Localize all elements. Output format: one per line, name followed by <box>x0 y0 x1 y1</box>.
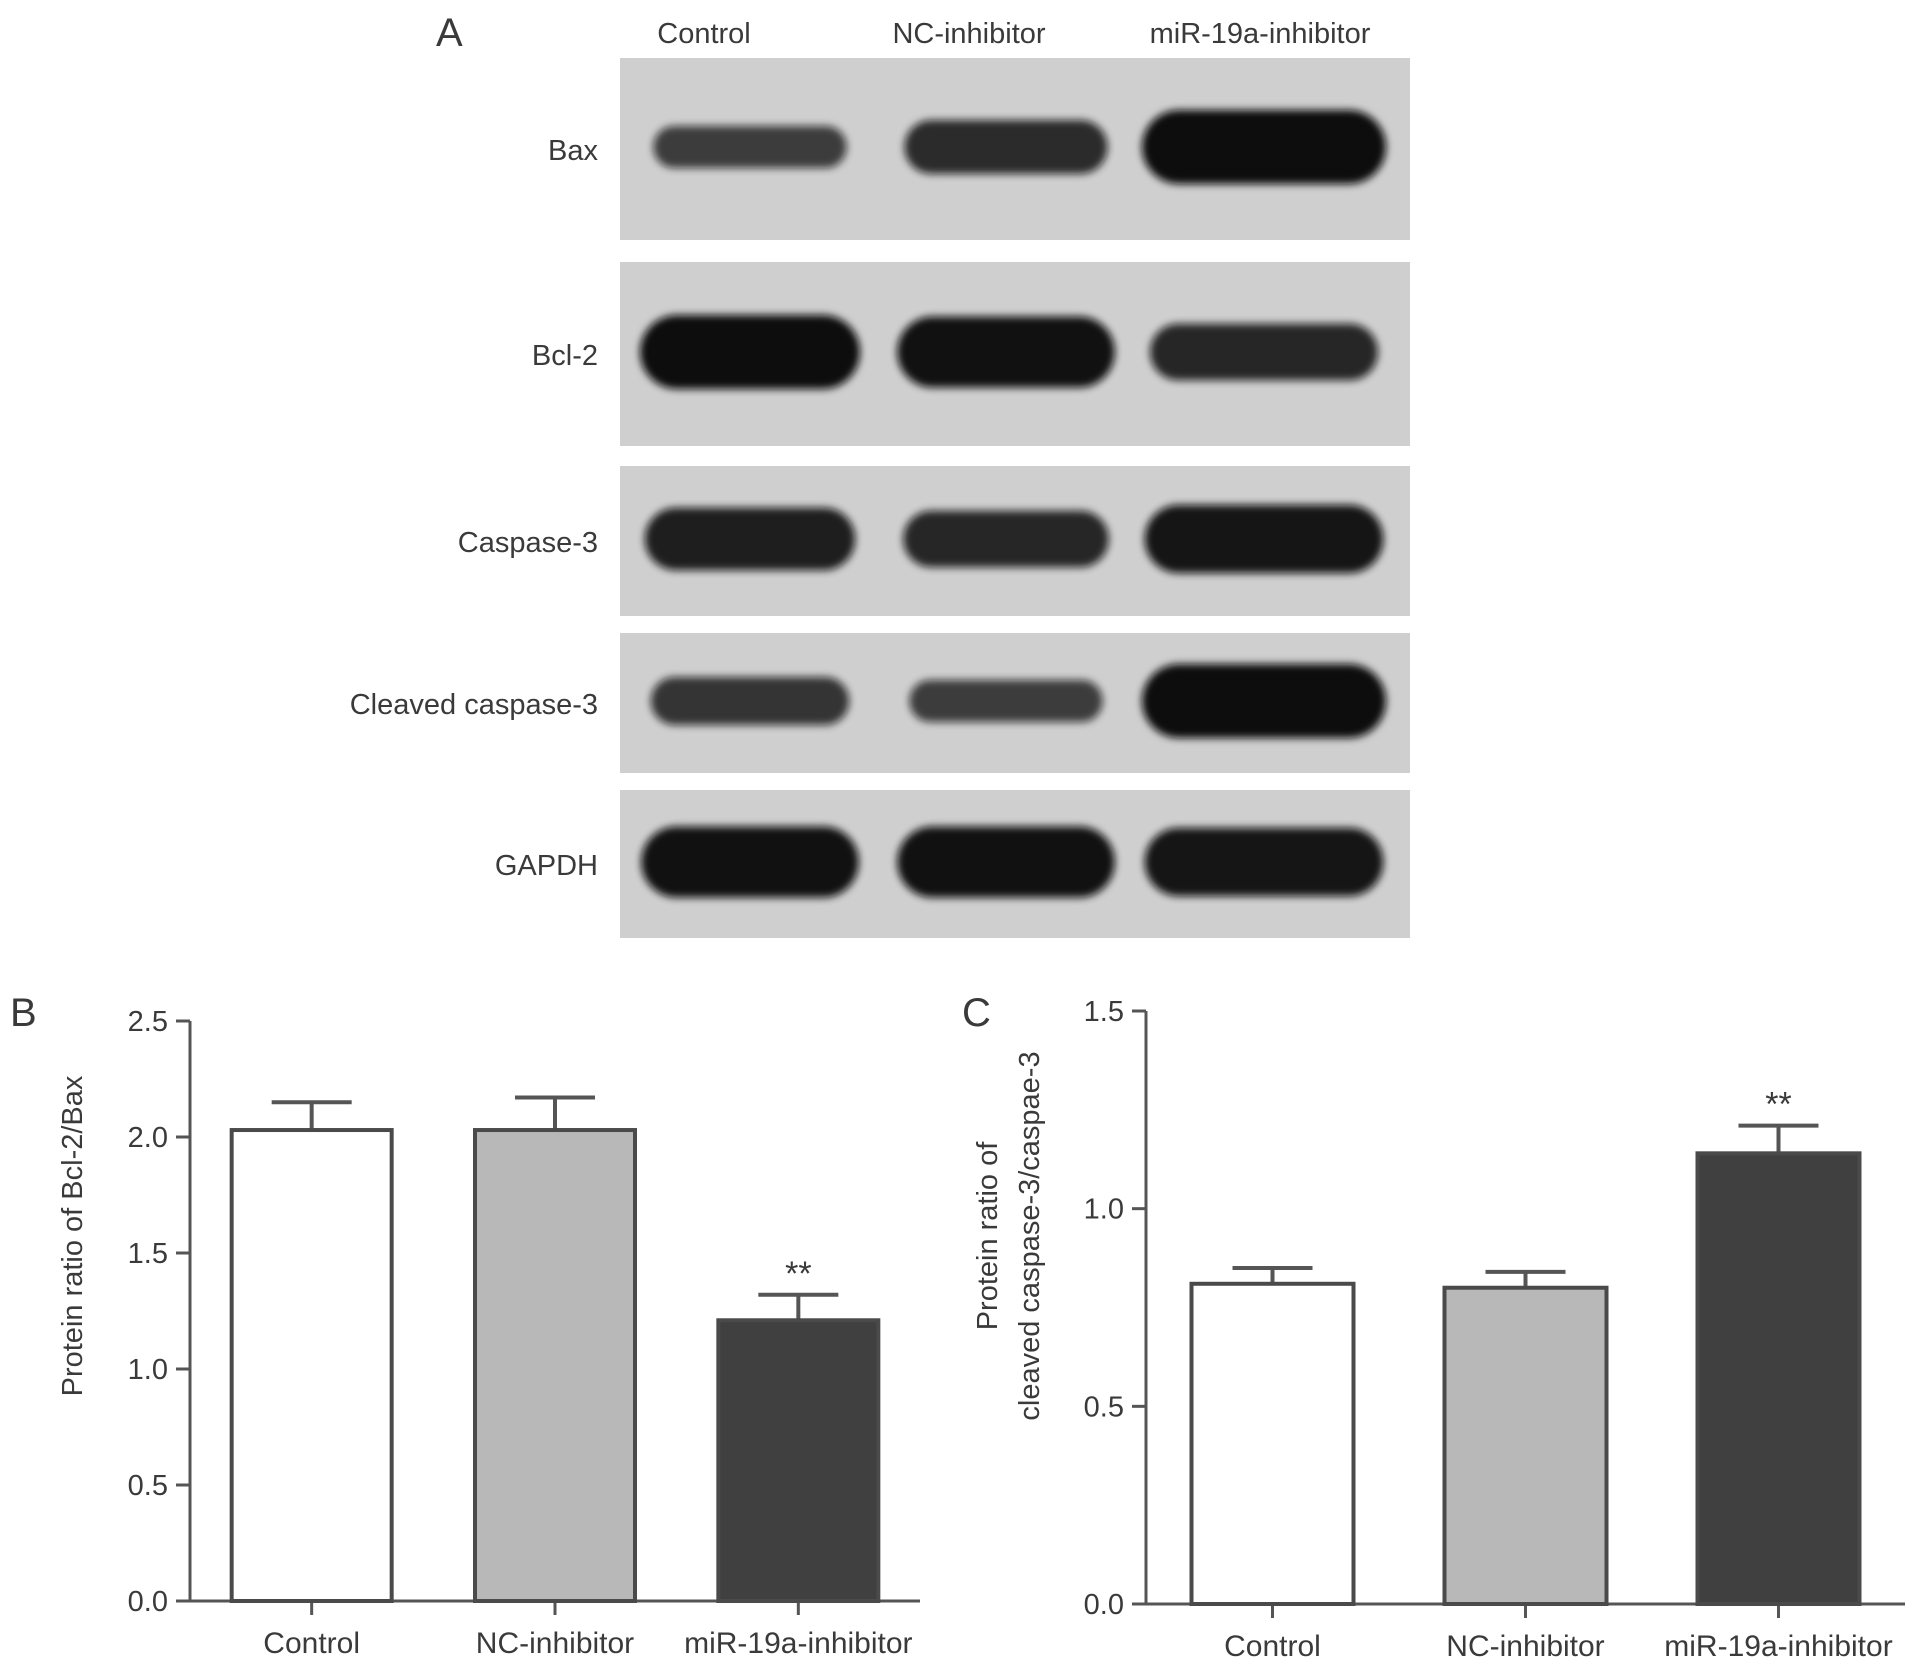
bar <box>1189 1281 1356 1607</box>
x-tick-label: Control <box>1224 1630 1321 1663</box>
bar <box>1442 1285 1609 1606</box>
y-tick-label: 2.0 <box>128 1122 168 1154</box>
y-tick-label: 0.0 <box>128 1586 168 1618</box>
chart-c-y-axis-label-line-1: Protein ratio of <box>972 1141 1004 1331</box>
chart-b-plot: 0.0 0.5 1.0 1.5 2.0 2.5 Control NC-inhibitor miR… <box>128 1006 920 1660</box>
y-tick-label: 0.5 <box>1084 1391 1124 1423</box>
blot-band-bcl-2-lane-1 <box>640 315 860 389</box>
y-tick-label: 1.0 <box>128 1354 168 1386</box>
blot-band-caspase-3-lane-3 <box>1144 504 1384 574</box>
panel-a-letter: A <box>436 11 463 55</box>
y-tick-label: 2.5 <box>128 1006 168 1038</box>
blot-band-bcl-2-lane-3 <box>1150 323 1378 381</box>
blot-row-label-cleaved-caspase-3: Cleaved caspase-3 <box>350 689 598 721</box>
x-tick-label: miR-19a-inhibitor <box>684 1627 912 1660</box>
significance-label: ** <box>1765 1086 1791 1124</box>
blot-band-caspase-3-lane-2 <box>903 510 1109 568</box>
blot-band-gapdh-lane-3 <box>1144 827 1384 897</box>
bar <box>473 1128 637 1604</box>
blot-band-caspase-3-lane-1 <box>644 507 856 571</box>
blot-band-bax-lane-2 <box>904 120 1108 174</box>
y-tick-label: 1.5 <box>128 1238 168 1270</box>
blot-row-label-bax: Bax <box>548 135 598 167</box>
y-tick-label: 1.5 <box>1084 996 1124 1028</box>
chart-b-y-axis-label: Protein ratio of Bcl-2/Bax <box>57 1075 89 1396</box>
lane-label-mir-19a-inhibitor: miR-19a-inhibitor <box>1150 18 1371 50</box>
chart-c-plot: 0.0 0.5 1.0 1.5 Control NC-inhibitor miR-19a-i… <box>1084 996 1905 1663</box>
panel-c-chart: C Protein ratio of cleaved caspase-3/cas… <box>962 991 1905 1663</box>
bar <box>716 1318 881 1604</box>
blot-row-label-caspase-3: Caspase-3 <box>458 527 598 559</box>
blot-band-bax-lane-3 <box>1142 110 1386 184</box>
y-tick-label: 0.5 <box>128 1470 168 1502</box>
panel-c-letter: C <box>962 991 991 1035</box>
y-tick-label: 1.0 <box>1084 1194 1124 1226</box>
blot-band-cleaved-caspase-3-lane-2 <box>909 679 1103 723</box>
blot-band-bax-lane-1 <box>653 125 847 169</box>
lane-label-nc-inhibitor: NC-inhibitor <box>892 18 1045 50</box>
blot-band-cleaved-caspase-3-lane-3 <box>1142 664 1386 738</box>
blot-band-gapdh-lane-2 <box>897 826 1115 898</box>
panel-a-blot: A Control NC-inhibitor miR-19a-inhibitor… <box>350 11 1410 938</box>
x-tick-label: NC-inhibitor <box>476 1627 634 1660</box>
x-tick-label: Control <box>263 1627 360 1660</box>
lane-label-control: Control <box>657 18 751 50</box>
significance-label: ** <box>785 1255 811 1293</box>
blot-row-label-gapdh: GAPDH <box>495 850 598 882</box>
blot-band-gapdh-lane-1 <box>641 826 859 898</box>
panel-b-chart: B Protein ratio of Bcl-2/Bax 0.0 0.5 1.0 1.… <box>10 991 920 1660</box>
y-tick-label: 0.0 <box>1084 1589 1124 1621</box>
panel-b-letter: B <box>10 991 37 1035</box>
blot-band-bcl-2-lane-2 <box>897 316 1115 388</box>
blot-rows: Bax Bcl-2 Caspase-3 Cleaved caspase-3 GAPDH <box>350 58 1410 938</box>
chart-c-y-axis-label-line-2: cleaved caspase-3/caspae-3 <box>1014 1051 1046 1420</box>
bar <box>1695 1151 1862 1606</box>
blot-row-label-bcl-2: Bcl-2 <box>532 340 598 372</box>
bar <box>229 1128 394 1604</box>
x-tick-label: NC-inhibitor <box>1446 1630 1604 1663</box>
blot-band-cleaved-caspase-3-lane-1 <box>650 677 850 725</box>
x-tick-label: miR-19a-inhibitor <box>1664 1630 1892 1663</box>
